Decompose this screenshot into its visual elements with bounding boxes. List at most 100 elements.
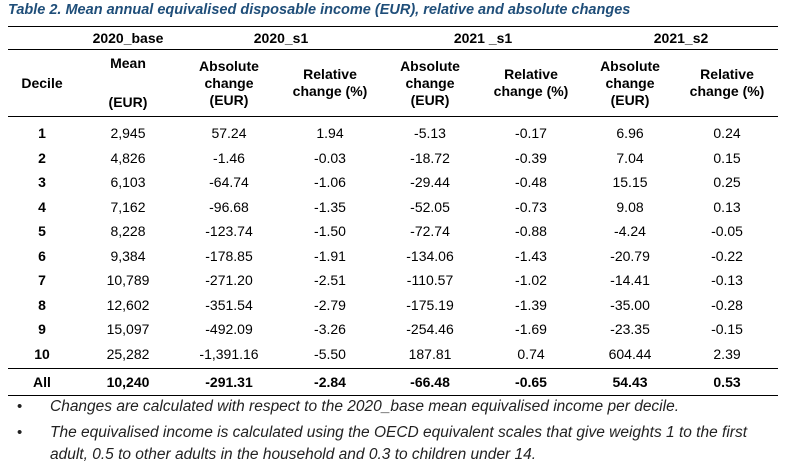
table-row: 10 25,282 -1,391.16 -5.50 187.81 0.74 604.44 2.… (8, 342, 778, 369)
mean-cell: 25,282 (106, 345, 150, 362)
decile-cell: 4 (38, 198, 46, 215)
abs-change-2021-s1-cell: -18.72 (410, 149, 450, 166)
rel-change-2020-s1-cell: -2.51 (314, 272, 346, 289)
abs-change-2020-s1-cell: -492.09 (205, 321, 253, 338)
abs-change-2020-s1-cell: -123.74 (205, 223, 253, 240)
mean-cell: 10,789 (106, 272, 150, 289)
decile-cell: 9 (38, 321, 46, 338)
table-row: 4 7,162 -96.68 -1.35 -52.05 -0.73 9.08 0.13 (8, 195, 778, 220)
total-abs-change-2021-s2-cell: 54.43 (584, 368, 677, 396)
rel-change-2021-s1-cell: -0.48 (515, 174, 547, 191)
total-rel-change-2021-s2-cell: 0.53 (676, 368, 779, 396)
decile-cell: 1 (38, 125, 46, 142)
rel-change-2021-s1-cell: -1.69 (515, 321, 547, 338)
rel-change-2020-s1-cell: -5.50 (314, 345, 346, 362)
abs-change-2020-s1-cell: -1.46 (213, 149, 245, 166)
total-abs-change-2020-s1-cell: -291.31 (180, 368, 278, 396)
abs-change-2021-s1-cell: -5.13 (414, 125, 446, 142)
abs-change-header: Absolute change (EUR) (584, 49, 677, 117)
decile-header: Decile (8, 49, 76, 117)
mean-cell: 9,384 (110, 247, 146, 264)
rel-change-2021-s1-cell: -1.39 (515, 296, 547, 313)
table-row: 5 8,228 -123.74 -1.50 -72.74 -0.88 -4.24 -0.05 (8, 219, 778, 244)
table-row: 7 10,789 -271.20 -2.51 -110.57 -1.02 -14.41 -0.… (8, 268, 778, 293)
footnote-text: The equivalised income is calculated usi… (50, 424, 748, 463)
decile-cell: 6 (38, 247, 46, 264)
decile-cell: 8 (38, 296, 46, 313)
rel-change-2021-s2-cell: -0.22 (711, 247, 743, 264)
abs-change-2021-s1-cell: -72.74 (410, 223, 450, 240)
abs-change-2021-s2-cell: -4.24 (614, 223, 646, 240)
abs-change-2021-s2-cell: -35.00 (610, 296, 650, 313)
decile-cell: 2 (38, 149, 46, 166)
table-row: 6 9,384 -178.85 -1.91 -134.06 -1.43 -20.79 -0.2… (8, 244, 778, 269)
abs-change-2021-s1-cell: -110.57 (406, 272, 454, 289)
abs-change-2021-s2-cell: -20.79 (610, 247, 650, 264)
footnote-item: • Changes are calculated with respect to … (0, 396, 786, 418)
abs-change-2021-s1-cell: -254.46 (406, 321, 454, 338)
footnote-item: • The equivalised income is calculated us… (0, 422, 786, 466)
rel-change-2020-s1-cell: -1.91 (314, 247, 346, 264)
mean-cell: 7,162 (110, 198, 146, 215)
group-header-2020-base: 2020_base (76, 26, 180, 50)
rel-change-header: Relative change (%) (478, 49, 585, 117)
rel-change-2021-s1-cell: -0.17 (515, 125, 547, 142)
abs-change-2020-s1-cell: -351.54 (205, 296, 253, 313)
table-row: 3 6,103 -64.74 -1.06 -29.44 -0.48 15.15 0.25 (8, 170, 778, 195)
rel-change-2021-s1-cell: -1.02 (515, 272, 547, 289)
abs-change-2021-s2-cell: -23.35 (610, 321, 650, 338)
rel-change-2021-s2-cell: -0.13 (711, 272, 743, 289)
mean-cell: 4,826 (110, 149, 146, 166)
abs-change-2021-s2-cell: 9.08 (616, 198, 644, 215)
abs-change-2021-s2-cell: 15.15 (612, 174, 648, 191)
group-header-2021-s1: 2021 _s1 (382, 26, 585, 50)
table-row: 2 4,826 -1.46 -0.03 -18.72 -0.39 7.04 0.15 (8, 146, 778, 171)
decile-cell: 7 (38, 272, 46, 289)
total-rel-change-2021-s1-cell: -0.65 (478, 368, 585, 396)
rel-change-2021-s1-cell: -0.73 (515, 198, 547, 215)
rel-change-2021-s1-cell: -0.88 (515, 223, 547, 240)
mean-cell: 8,228 (110, 223, 146, 240)
total-row: All 10,240 -291.31 -2.84 -66.48 -0.65 54.43 0.5… (8, 368, 779, 396)
table-header: 2020_base 2020_s1 2021 _s1 2021_s2 Decil… (8, 26, 779, 117)
rel-change-2020-s1-cell: 1.94 (316, 125, 344, 142)
mean-cell: 15,097 (106, 321, 150, 338)
table-row: 9 15,097 -492.09 -3.26 -254.46 -1.69 -23.35 -0.… (8, 317, 778, 342)
rel-change-2020-s1-cell: -0.03 (314, 149, 346, 166)
table-caption: Table 2. Mean annual equivalised disposa… (8, 2, 631, 18)
abs-change-2021-s2-cell: 6.96 (616, 125, 644, 142)
abs-change-2021-s1-cell: -52.05 (410, 198, 450, 215)
footnote-text: Changes are calculated with respect to t… (50, 398, 679, 415)
abs-change-header: Absolute change (EUR) (180, 49, 278, 117)
mean-header-line1: Mean (110, 55, 146, 71)
group-header-empty (8, 26, 76, 50)
rel-change-2021-s2-cell: 2.39 (713, 345, 741, 362)
rel-change-2021-s1-cell: -0.39 (515, 149, 547, 166)
rel-change-2021-s2-cell: -0.05 (711, 223, 743, 240)
mean-header-line2: (EUR) (108, 94, 148, 110)
bullet-icon: • (17, 424, 23, 441)
abs-change-2021-s2-cell: 604.44 (608, 345, 652, 362)
abs-change-header: Absolute change (EUR) (382, 49, 479, 117)
table-row: 1 2,945 57.24 1.94 -5.13 -0.17 6.96 0.24 (8, 117, 778, 146)
rel-change-2020-s1-cell: -1.06 (314, 174, 346, 191)
group-header-2021-s2: 2021_s2 (584, 26, 779, 50)
rel-change-2021-s1-cell: 0.74 (517, 345, 545, 362)
mean-cell: 12,602 (106, 296, 150, 313)
table-body: 1 2,945 57.24 1.94 -5.13 -0.17 6.96 0.24 2 4,826 -… (8, 117, 779, 396)
income-table: 2020_base 2020_s1 2021 _s1 2021_s2 Decil… (8, 26, 779, 396)
abs-change-2020-s1-cell: -271.20 (205, 272, 253, 289)
abs-change-2020-s1-cell: -178.85 (205, 247, 253, 264)
total-decile-cell: All (8, 368, 76, 396)
rel-change-2020-s1-cell: -1.50 (314, 223, 346, 240)
abs-change-2021-s1-cell: -29.44 (410, 174, 450, 191)
rel-change-2021-s2-cell: -0.15 (711, 321, 743, 338)
bullet-icon: • (17, 398, 23, 415)
rel-change-2020-s1-cell: -2.79 (314, 296, 346, 313)
mean-header: Mean (EUR) (76, 49, 180, 117)
abs-change-2021-s2-cell: 7.04 (616, 149, 644, 166)
rel-change-2021-s2-cell: 0.24 (713, 125, 741, 142)
total-abs-change-2021-s1-cell: -66.48 (382, 368, 479, 396)
rel-change-header: Relative change (%) (676, 49, 779, 117)
rel-change-header: Relative change (%) (278, 49, 383, 117)
